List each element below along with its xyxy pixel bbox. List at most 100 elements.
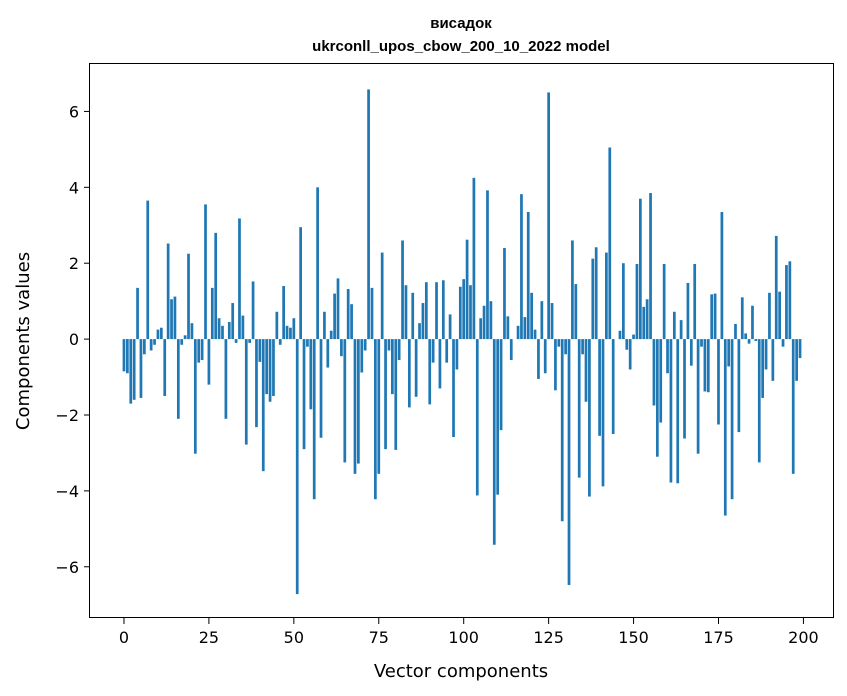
bar-195 [785, 265, 788, 340]
bar-86 [414, 339, 418, 397]
bar-8 [149, 339, 153, 351]
bar-111 [499, 339, 503, 431]
chart-title: висадок [430, 15, 492, 32]
bar-24 [204, 204, 207, 340]
bar-190 [768, 292, 771, 340]
x-tick-label: 125 [533, 628, 564, 647]
bar-171 [703, 339, 707, 392]
x-tick-label: 150 [618, 628, 649, 647]
bar-6 [143, 339, 146, 355]
bar-1 [126, 339, 129, 374]
bar-179 [730, 339, 734, 500]
bar-176 [720, 211, 724, 340]
bar-53 [302, 339, 306, 450]
bar-168 [693, 263, 697, 340]
bar-106 [482, 305, 486, 340]
bar-177 [723, 339, 727, 516]
bar-196 [788, 261, 792, 340]
bar-92 [435, 282, 438, 340]
bar-40 [258, 339, 262, 362]
bar-181 [737, 339, 741, 433]
bar-102 [469, 285, 472, 340]
bar-113 [506, 316, 510, 340]
bar-77 [384, 339, 387, 450]
bar-44 [272, 339, 275, 397]
x-tick-label: 0 [119, 628, 129, 647]
bar-112 [503, 248, 506, 340]
bar-175 [717, 339, 720, 425]
bar-83 [404, 285, 408, 340]
bar-193 [778, 291, 781, 340]
bar-36 [244, 339, 248, 445]
bar-63 [336, 278, 340, 340]
bar-117 [520, 194, 523, 340]
y-tick-label: −4 [55, 482, 79, 501]
bar-199 [798, 339, 802, 359]
bar-12 [163, 339, 167, 397]
bar-103 [472, 177, 476, 340]
bar-150 [632, 334, 635, 340]
bar-47 [282, 285, 285, 340]
bar-184 [747, 339, 751, 344]
bar-114 [509, 339, 513, 360]
bar-75 [377, 339, 381, 474]
bar-159 [662, 263, 666, 340]
y-axis-ticks: −6 −4 −2 0 2 4 6 [55, 102, 90, 577]
bar-129 [560, 339, 564, 522]
bar-70 [360, 339, 364, 373]
bar-99 [458, 286, 462, 340]
bar-105 [479, 318, 483, 340]
bars-group [122, 89, 802, 595]
bar-152 [639, 198, 642, 340]
bar-7 [146, 200, 150, 340]
bar-96 [448, 314, 452, 340]
bar-133 [574, 284, 578, 340]
bar-124 [543, 339, 547, 374]
bar-37 [248, 339, 252, 343]
bar-93 [438, 339, 442, 389]
bar-191 [771, 339, 775, 381]
x-tick-label: 100 [448, 628, 479, 647]
bar-120 [530, 292, 533, 340]
bar-119 [526, 211, 530, 340]
bar-14 [170, 299, 173, 340]
bar-149 [628, 339, 632, 370]
bar-187 [757, 339, 761, 463]
bar-18 [183, 335, 187, 340]
bar-79 [391, 339, 394, 395]
bar-76 [380, 252, 384, 340]
bar-104 [475, 339, 479, 496]
bar-51 [295, 339, 299, 595]
bar-147 [622, 263, 625, 340]
bar-162 [672, 311, 676, 340]
bar-64 [340, 339, 343, 357]
bar-19 [187, 253, 190, 340]
bar-137 [588, 339, 591, 497]
bar-30 [224, 339, 228, 419]
bar-197 [791, 339, 795, 474]
bar-22 [197, 339, 201, 363]
bar-154 [645, 299, 649, 340]
bar-135 [581, 339, 584, 355]
bar-108 [489, 301, 493, 340]
bar-125 [547, 92, 550, 340]
x-tick-label: 25 [199, 628, 219, 647]
bar-157 [655, 339, 659, 457]
plot-frame [89, 63, 834, 618]
bar-173 [710, 294, 714, 340]
bar-2 [129, 339, 133, 404]
bar-59 [323, 311, 326, 340]
bar-48 [285, 325, 289, 340]
bar-23 [200, 339, 204, 360]
bar-56 [312, 339, 316, 500]
bar-132 [571, 240, 574, 340]
bar-3 [132, 339, 136, 400]
y-tick-label: 6 [69, 102, 79, 121]
bar-39 [255, 339, 258, 428]
bar-101 [465, 239, 469, 340]
bar-166 [686, 282, 690, 340]
bar-165 [683, 339, 686, 439]
bar-164 [679, 320, 683, 340]
bar-57 [316, 187, 319, 340]
